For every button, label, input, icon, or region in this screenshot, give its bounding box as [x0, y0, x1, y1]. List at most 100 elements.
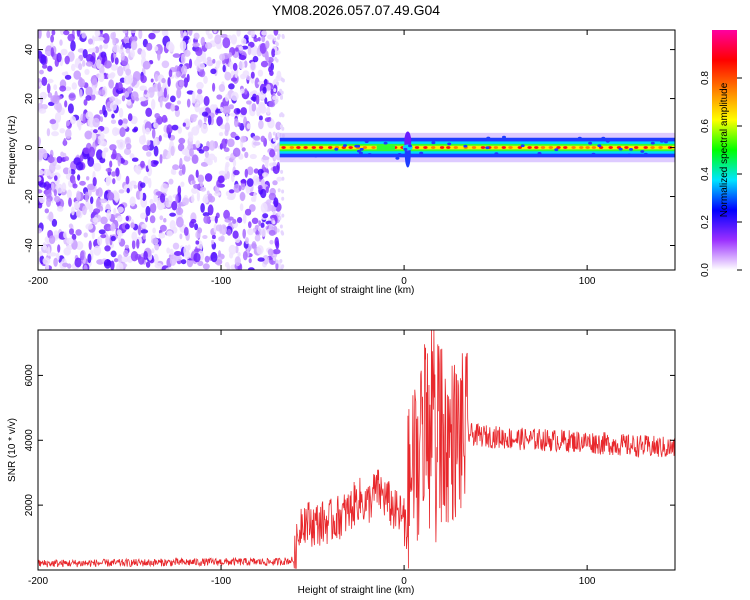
noise-cell	[243, 88, 248, 95]
noise-cell	[158, 135, 162, 142]
signal-peak	[362, 146, 368, 149]
noise-cell	[77, 174, 81, 181]
noise-cell	[73, 157, 82, 166]
noise-cell	[227, 195, 235, 201]
noise-cell	[165, 197, 169, 207]
noise-cell	[139, 182, 146, 189]
signal-speckle	[447, 142, 452, 146]
noise-cell	[125, 47, 131, 54]
noise-cell	[151, 128, 156, 139]
noise-cell	[47, 78, 54, 84]
noise-cell	[247, 45, 252, 56]
noise-cell	[111, 171, 117, 177]
noise-cell	[130, 30, 136, 34]
noise-cell	[174, 251, 182, 256]
noise-cell	[53, 257, 58, 267]
signal-peak	[608, 146, 613, 149]
noise-cell	[129, 196, 136, 207]
signal-speckle	[383, 141, 388, 145]
noise-cell	[88, 146, 96, 158]
noise-cell	[206, 56, 212, 62]
noise-cell	[131, 231, 138, 241]
noise-cell	[82, 113, 86, 125]
noise-cell	[85, 95, 92, 101]
noise-cell	[121, 95, 126, 102]
noise-cell	[174, 255, 182, 262]
noise-cell	[190, 218, 197, 224]
noise-cell	[84, 130, 93, 140]
noise-cell	[276, 81, 279, 86]
noise-cell	[177, 185, 182, 196]
noise-cell	[196, 191, 200, 202]
noise-cell	[194, 102, 200, 113]
noise-cell	[266, 106, 271, 115]
noise-cell	[161, 60, 170, 69]
noise-cell	[118, 189, 125, 194]
noise-cell	[107, 73, 111, 79]
noise-cell	[43, 168, 51, 177]
noise-cell	[238, 46, 244, 51]
noise-cell	[46, 30, 51, 39]
noise-cell	[149, 215, 156, 224]
noise-cell	[46, 198, 51, 208]
noise-cell	[259, 103, 266, 113]
noise-cell	[280, 230, 284, 235]
noise-cell	[166, 230, 173, 237]
noise-cell	[92, 47, 96, 53]
noise-cell	[65, 128, 72, 139]
snr-ylabel: SNR (10 * v/v)	[7, 418, 18, 482]
noise-cell	[76, 30, 81, 37]
colorbar: 0.0 0.2 0.4 0.6 0.8 Normalized spectral ampl…	[700, 30, 742, 277]
noise-cell	[115, 167, 120, 177]
noise-cell	[122, 118, 128, 125]
noise-cell	[254, 77, 260, 89]
noise-cell	[222, 105, 231, 115]
noise-cell	[244, 151, 249, 159]
noise-cell	[257, 69, 264, 77]
noise-cell	[237, 217, 243, 224]
noise-cell	[249, 153, 257, 160]
noise-cell	[123, 249, 129, 258]
noise-cell	[87, 253, 92, 264]
noise-cell	[244, 168, 248, 178]
noise-cell	[238, 55, 247, 60]
noise-cell	[188, 30, 193, 36]
signal-speckle	[664, 140, 668, 144]
noise-cell	[99, 116, 104, 123]
noise-cell	[218, 132, 224, 137]
noise-cell	[88, 202, 93, 213]
noise-cell	[172, 164, 180, 171]
noise-cell	[40, 96, 44, 104]
spectrogram-y-axis: -40 -20 0 20 40	[24, 44, 675, 253]
spectrogram-frame	[37, 29, 676, 271]
noise-cell	[265, 186, 269, 194]
snr-xlabel: Height of straight line (km)	[298, 585, 415, 596]
noise-cell	[62, 262, 69, 268]
noise-cell	[272, 180, 278, 186]
noise-cell	[209, 140, 216, 151]
noise-cell	[250, 61, 256, 71]
noise-cell	[227, 138, 235, 148]
noise-cell	[179, 157, 183, 169]
noise-cell	[276, 70, 282, 79]
noise-cell	[106, 209, 112, 221]
signal-speckle	[419, 151, 424, 155]
y-tick-label: 6000	[24, 364, 35, 387]
noise-cell	[38, 194, 46, 204]
noise-cell	[130, 40, 138, 51]
noise-cell	[247, 228, 254, 236]
noise-cell	[194, 223, 199, 231]
noise-cell	[123, 35, 130, 44]
noise-cell	[73, 200, 81, 210]
noise-cell	[251, 196, 255, 202]
noise-cell	[280, 90, 284, 95]
noise-cell	[94, 46, 100, 54]
noise-cell	[121, 256, 129, 263]
noise-cell	[275, 145, 279, 150]
noise-cell	[198, 69, 206, 78]
noise-cell	[255, 94, 260, 105]
noise-cell	[54, 164, 61, 170]
noise-cell	[220, 33, 228, 38]
noise-cell	[230, 77, 238, 82]
noise-cell	[38, 227, 43, 234]
